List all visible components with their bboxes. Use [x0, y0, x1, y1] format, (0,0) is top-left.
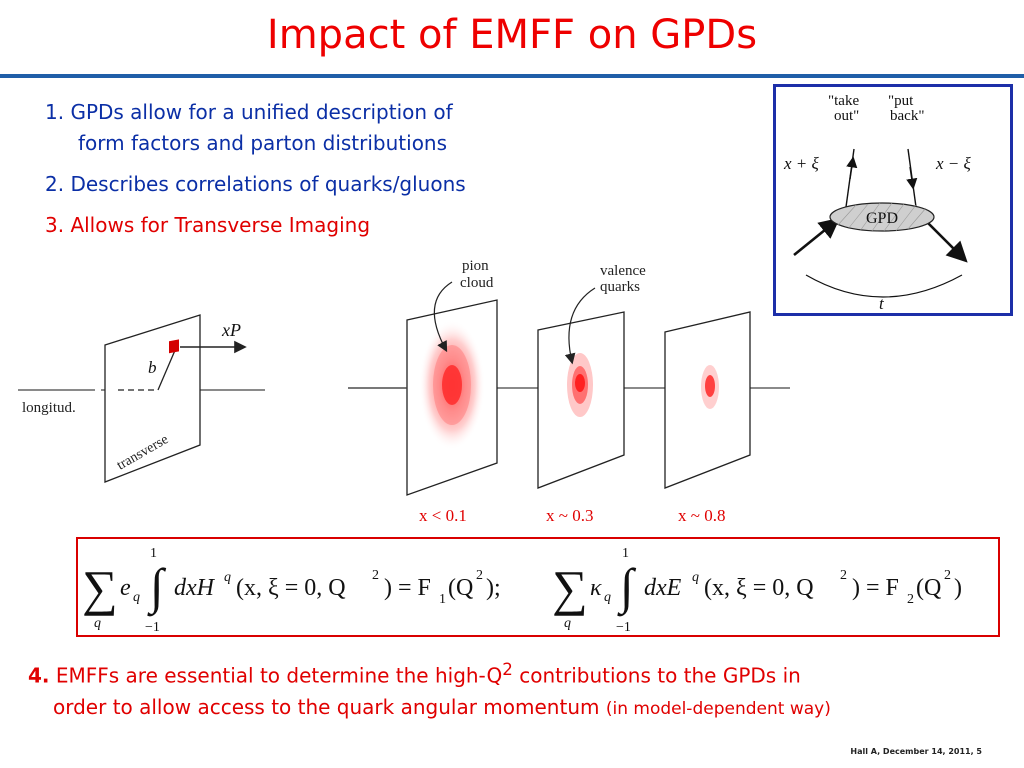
dxE-term: dxE — [644, 575, 682, 601]
x-label-low: x < 0.1 — [419, 506, 467, 525]
x-label-high: x ~ 0.8 — [678, 506, 726, 525]
put-back-label-2: back" — [890, 108, 924, 124]
impact-parameter-line — [157, 347, 177, 391]
transverse-plane — [104, 314, 201, 483]
e-q-symbol: e — [120, 575, 131, 601]
bullet-1-line-1: 1. GPDs allow for a unified description … — [45, 100, 453, 124]
args-left: (x, ξ = 0, Q — [236, 575, 346, 601]
integral-upper: 1 — [150, 546, 157, 561]
valence-arrow — [564, 287, 596, 365]
slide-footer: Hall A, December 14, 2011, 5 — [850, 747, 982, 756]
bullet-4-paren: (in model-dependent way) — [605, 698, 831, 719]
xP-label: xP — [221, 320, 241, 340]
svg-text:1: 1 — [622, 546, 629, 561]
x-label-mid: x ~ 0.3 — [546, 506, 594, 525]
formula-box: ∑ q e q ∫ 1 −1 dxH q (x, ξ = 0, Q 2 ) = … — [76, 537, 1000, 637]
integral-lower: −1 — [145, 620, 160, 635]
bullet-4-line-2: order to allow access to the quark angul… — [53, 694, 831, 719]
bullet-3: 3. Allows for Transverse Imaging — [45, 213, 371, 237]
b-label: b — [148, 358, 157, 377]
bullet-1-line-2: form factors and parton distributions — [78, 131, 448, 155]
svg-text:(Q: (Q — [916, 575, 941, 601]
bullet-4-number: 4. — [28, 663, 50, 688]
outgoing-proton-arrow — [925, 220, 968, 263]
svg-text:−1: −1 — [616, 620, 631, 635]
dxH-term: dxH — [174, 575, 216, 601]
svg-text:q: q — [564, 616, 571, 631]
bullet-4-text-b: contributions to the GPDs in — [512, 663, 801, 688]
equals-F1: ) = F — [384, 575, 431, 601]
longitudinal-label: longitud. — [22, 400, 76, 416]
pion-label-1: pion — [462, 258, 489, 274]
parton-marker — [169, 339, 179, 354]
svg-text:);: ); — [486, 575, 501, 601]
svg-text:): ) — [954, 575, 962, 601]
sum-symbol: ∑ — [82, 560, 118, 616]
gpd-diagram: "take out" "put back" x + ξ x − ξ GPD t — [783, 93, 972, 313]
svg-text:q: q — [604, 590, 611, 605]
svg-text:1: 1 — [439, 592, 446, 607]
put-back-arrow — [906, 166, 918, 190]
kappa-symbol: κ — [590, 575, 602, 601]
pion-label-2: cloud — [460, 275, 494, 291]
equals-F2: ) = F — [852, 575, 899, 601]
slide-title: Impact of EMFF on GPDs — [266, 12, 758, 58]
svg-text:2: 2 — [840, 568, 847, 583]
svg-text:2: 2 — [476, 568, 483, 583]
incoming-proton-arrow — [793, 217, 841, 257]
gpd-blob-label: GPD — [866, 210, 898, 227]
bullet-2: 2. Describes correlations of quarks/gluo… — [45, 172, 466, 196]
bullet-4-text-a: EMFFs are essential to determine the hig… — [55, 663, 503, 688]
svg-text:(x, ξ = 0, Q: (x, ξ = 0, Q — [704, 575, 814, 601]
title-divider — [0, 74, 1024, 78]
sum-symbol-2: ∑ — [552, 560, 588, 616]
pion-arrow — [433, 281, 453, 353]
x-minus-xi-label: x − ξ — [935, 154, 972, 173]
bullet-4: 4. EMFFs are essential to determine the … — [28, 654, 831, 725]
svg-text:q: q — [692, 570, 699, 585]
sum-rule-formula: ∑ q e q ∫ 1 −1 dxH q (x, ξ = 0, Q 2 ) = … — [82, 546, 962, 635]
t-label: t — [879, 294, 885, 313]
valence-label-2: quarks — [600, 279, 640, 295]
sum-index: q — [94, 616, 101, 631]
svg-text:(Q: (Q — [448, 575, 473, 601]
t-arc — [805, 274, 963, 298]
x-plus-xi-label: x + ξ — [783, 154, 820, 173]
put-back-label-1: "put — [888, 93, 914, 109]
integral-symbol-2: ∫ — [617, 558, 637, 617]
bullet-4-sup: 2 — [502, 660, 513, 679]
gpd-diagram-box: "take out" "put back" x + ξ x − ξ GPD t — [773, 84, 1013, 316]
valence-label-1: valence — [600, 263, 646, 279]
svg-text:2: 2 — [907, 592, 914, 607]
svg-text:2: 2 — [372, 568, 379, 583]
transverse-imaging-diagram: xP b longitud. transverse pion cloud val… — [0, 250, 800, 505]
integral-symbol: ∫ — [147, 558, 167, 617]
svg-text:q: q — [133, 590, 140, 605]
take-out-label-2: out" — [834, 108, 859, 124]
svg-text:q: q — [224, 570, 231, 585]
take-out-label-1: "take — [828, 93, 859, 109]
bullet-1: 1. GPDs allow for a unified description … — [45, 97, 453, 159]
svg-text:2: 2 — [944, 568, 951, 583]
take-out-arrow — [846, 156, 858, 180]
